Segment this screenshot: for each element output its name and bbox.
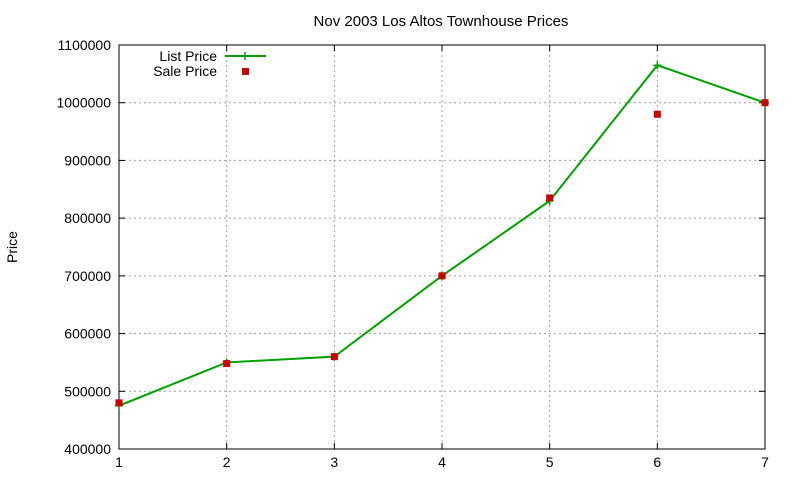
series-layer: [115, 61, 769, 410]
sale-price-point: [546, 194, 554, 202]
tick-layer: 400000 500000 600000 700000 800000 900000 1000…: [56, 37, 769, 470]
x-tick-label: 3: [330, 454, 338, 470]
legend-marker-sale-price: [242, 68, 249, 75]
y-tick-label: 800000: [64, 210, 111, 226]
legend: List Price Sale Price: [153, 48, 266, 79]
legend-label-sale-price: Sale Price: [153, 63, 217, 79]
x-tick-label: 7: [761, 454, 769, 470]
sale-price-point: [761, 99, 769, 107]
y-tick-label: 400000: [64, 441, 111, 457]
sale-price-point: [438, 272, 446, 280]
x-tick-label: 5: [546, 454, 554, 470]
y-axis-label: Price: [4, 231, 20, 263]
sale-price-point: [653, 110, 661, 118]
list-price-point: [653, 61, 662, 70]
y-tick-label: 500000: [64, 383, 111, 399]
y-tick-label: 1000000: [56, 95, 111, 111]
sale-price-point: [115, 399, 123, 407]
y-tick-label: 1100000: [58, 37, 112, 53]
x-tick-label: 1: [115, 454, 123, 470]
legend-label-list-price: List Price: [159, 48, 217, 64]
legend-marker-list-price: [241, 52, 249, 60]
x-tick-label: 2: [223, 454, 231, 470]
grid-layer: [119, 45, 765, 449]
y-tick-label: 700000: [64, 268, 111, 284]
x-tick-label: 4: [438, 454, 446, 470]
chart-title: Nov 2003 Los Altos Townhouse Prices: [314, 13, 569, 30]
sale-price-point: [330, 353, 338, 361]
x-tick-label: 6: [653, 454, 661, 470]
sale-price-point: [223, 360, 231, 368]
y-tick-label: 900000: [64, 152, 111, 168]
y-tick-label: 600000: [64, 326, 111, 342]
